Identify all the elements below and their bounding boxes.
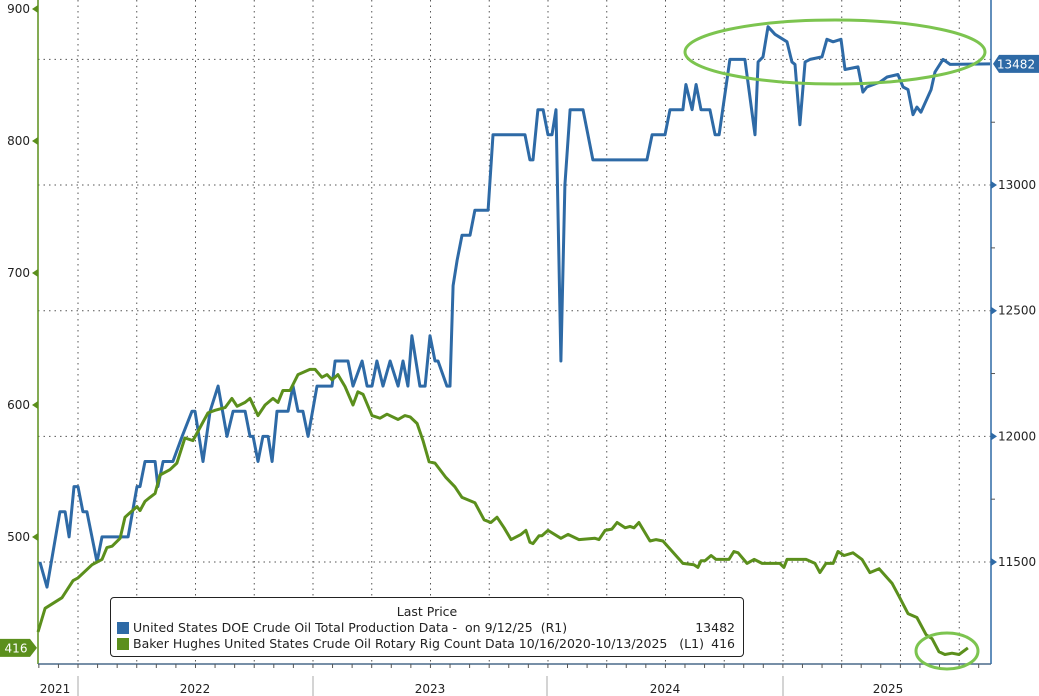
legend-label: Baker Hughes United States Crude Oil Rot… [133,636,704,651]
left-last-value-badge [0,638,37,657]
right-tick-label: 11500 [998,555,1036,569]
legend-title: Last Price [396,604,458,619]
right-tick-marker [991,181,997,190]
left-tick-label: 600 [7,398,30,412]
left-tick-label: 800 [7,134,30,148]
legend-swatch-blue [117,621,129,634]
rig-count-line [36,367,969,656]
axes: 2021 2022 2023 2024 2025 900 800 700 600 500 13000… [7,0,1036,696]
left-tick-marker [32,533,38,541]
right-tick-marker [991,306,997,315]
left-last-value-text: 416 [5,641,28,655]
legend: Last Price United States DOE Crude Oil T… [110,597,744,657]
highlight-ellipse-rigcount [914,631,980,671]
series-lines [36,25,991,656]
x-tick-label: 2023 [415,682,446,696]
gridlines [38,0,991,664]
left-tick-marker [32,5,38,13]
left-tick-marker [32,401,38,409]
x-tick-label: 2024 [650,682,681,696]
right-last-value-badge [993,54,1039,73]
production-line [38,25,991,589]
legend-swatch-green [117,637,129,650]
left-tick-label: 700 [7,266,30,280]
right-tick-label: 12500 [998,304,1036,318]
right-tick-marker [991,432,997,441]
right-tick-label: 13000 [998,178,1036,192]
annotations [683,18,987,671]
legend-value: 416 [711,636,735,651]
legend-entry-rig-count: Baker Hughes United States Crude Oil Rot… [117,636,735,651]
legend-entry-production: United States DOE Crude Oil Total Produc… [117,620,735,635]
left-tick-label: 500 [7,530,30,544]
left-tick-marker [32,269,38,277]
right-tick-label: 12000 [998,429,1036,443]
highlight-ellipse-production [683,18,987,86]
x-tick-label: 2022 [180,682,211,696]
legend-value: 13482 [695,620,735,635]
right-tick-marker [991,558,997,566]
x-tick-label: 2021 [40,682,71,696]
left-tick-marker [32,137,38,145]
left-tick-label: 900 [7,2,30,16]
x-tick-label: 2025 [873,682,904,696]
legend-label: United States DOE Crude Oil Total Produc… [133,620,568,635]
right-last-value-text: 13482 [997,57,1035,71]
